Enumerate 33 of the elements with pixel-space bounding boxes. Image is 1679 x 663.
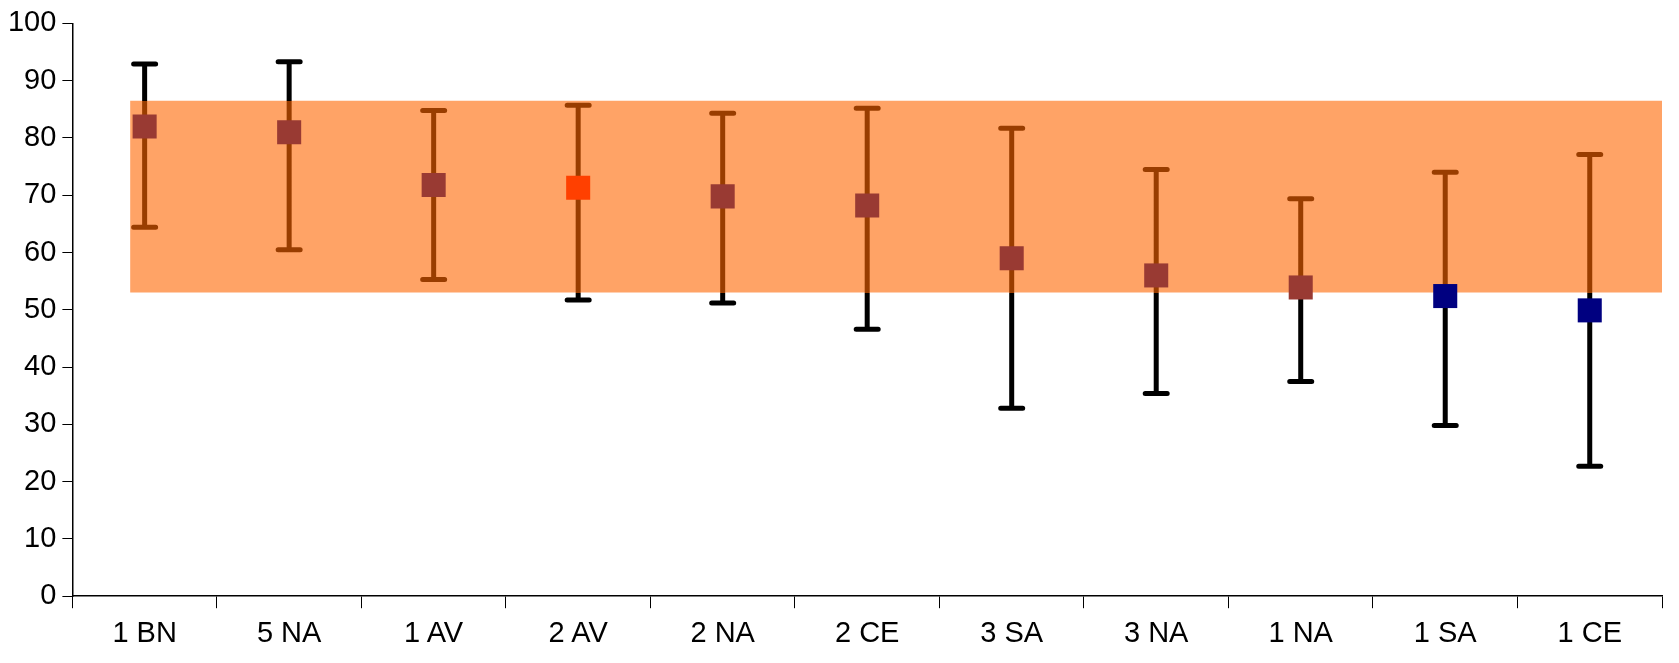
y-tick-label: 10	[24, 520, 57, 553]
y-tick-label: 100	[7, 5, 57, 38]
y-tick-label: 50	[24, 291, 57, 324]
x-tick-label: 1 SA	[1413, 615, 1478, 648]
point	[566, 175, 591, 200]
point	[1433, 284, 1458, 309]
point	[1577, 298, 1602, 323]
y-tick-label: 70	[24, 177, 57, 210]
y-tick-label: 30	[24, 406, 57, 439]
point	[1288, 275, 1313, 300]
x-tick-label: 3 NA	[1123, 615, 1190, 648]
point	[1144, 263, 1169, 288]
point	[855, 193, 880, 218]
point	[277, 120, 302, 145]
y-tick-label: 20	[24, 463, 57, 496]
point	[999, 246, 1024, 271]
point	[132, 114, 157, 139]
x-tick-label: 5 NA	[256, 615, 323, 648]
x-tick-label: 1 NA	[1268, 615, 1334, 648]
x-tick-label: 2 CE	[834, 615, 900, 648]
x-tick-label: 1 BN	[112, 615, 177, 648]
x-tick-label: 2 AV	[548, 615, 609, 648]
x-tick-label: 3 SA	[980, 615, 1044, 648]
point	[421, 172, 446, 197]
y-tick-label: 40	[24, 349, 57, 382]
x-tick-label: 1 CE	[1557, 615, 1622, 648]
y-tick-label: 80	[24, 119, 57, 152]
y-tick-label: 0	[40, 578, 57, 611]
x-tick-label: 1 AV	[404, 615, 464, 648]
x-tick-label: 2 NA	[690, 615, 756, 648]
point	[710, 184, 735, 209]
y-tick-label: 60	[24, 234, 57, 267]
y-tick-label: 90	[24, 62, 57, 95]
